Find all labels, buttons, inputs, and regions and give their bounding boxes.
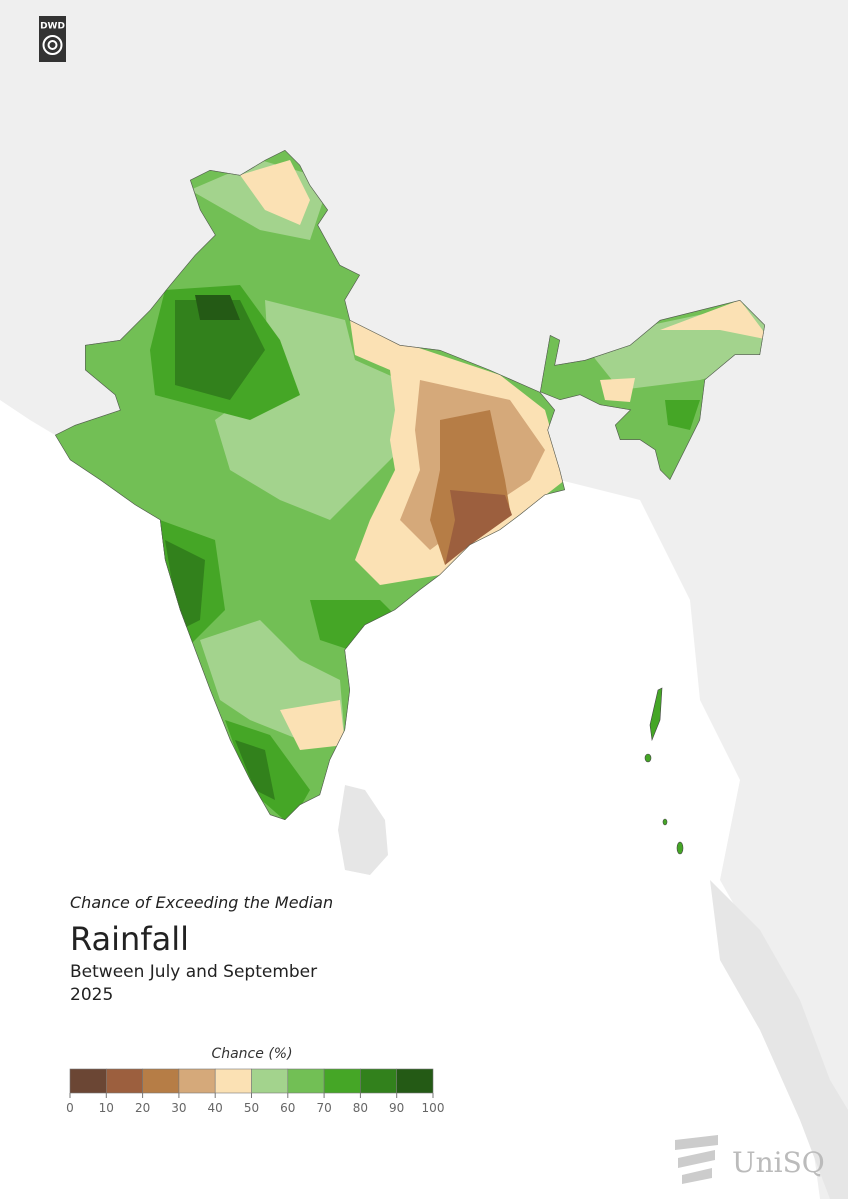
legend-tick-label: 60 <box>280 1101 295 1115</box>
legend-tick-label: 70 <box>316 1101 331 1115</box>
legend-tick-label: 90 <box>389 1101 404 1115</box>
dwd-logo: DWD <box>39 16 66 62</box>
legend-swatch <box>69 1068 107 1094</box>
unisq-logo: UniSQ <box>675 1135 825 1184</box>
legend-swatch <box>106 1068 143 1094</box>
legend-tick-label: 100 <box>422 1101 445 1115</box>
subtitle: Chance of Exceeding the Median <box>70 893 333 912</box>
legend-swatch <box>214 1068 252 1094</box>
legend-swatch <box>323 1068 361 1094</box>
legend-swatch <box>178 1068 216 1094</box>
title: Rainfall <box>70 920 189 958</box>
brand-text: UniSQ <box>732 1146 825 1179</box>
legend-tick-label: 30 <box>171 1101 186 1115</box>
legend-tick-label: 20 <box>135 1101 150 1115</box>
legend: Chance (%) 0 10 20 30 40 50 60 70 80 90 100 <box>66 1046 444 1115</box>
period: Between July and September <box>70 962 317 982</box>
legend-swatch <box>360 1068 397 1094</box>
logo-text: DWD <box>40 22 65 32</box>
legend-tick-label: 80 <box>353 1101 368 1115</box>
legend-tick-label: 0 <box>66 1101 74 1115</box>
legend-tick-label: 40 <box>208 1101 223 1115</box>
legend-tick-label: 50 <box>244 1101 259 1115</box>
legend-title: Chance (%) <box>211 1046 292 1062</box>
legend-tick-label: 10 <box>99 1101 114 1115</box>
legend-swatch <box>287 1068 325 1094</box>
islands <box>644 687 684 855</box>
legend-swatch <box>251 1068 289 1094</box>
year: 2025 <box>70 985 113 1005</box>
legend-swatch <box>142 1068 180 1094</box>
legend-swatch <box>396 1068 434 1094</box>
